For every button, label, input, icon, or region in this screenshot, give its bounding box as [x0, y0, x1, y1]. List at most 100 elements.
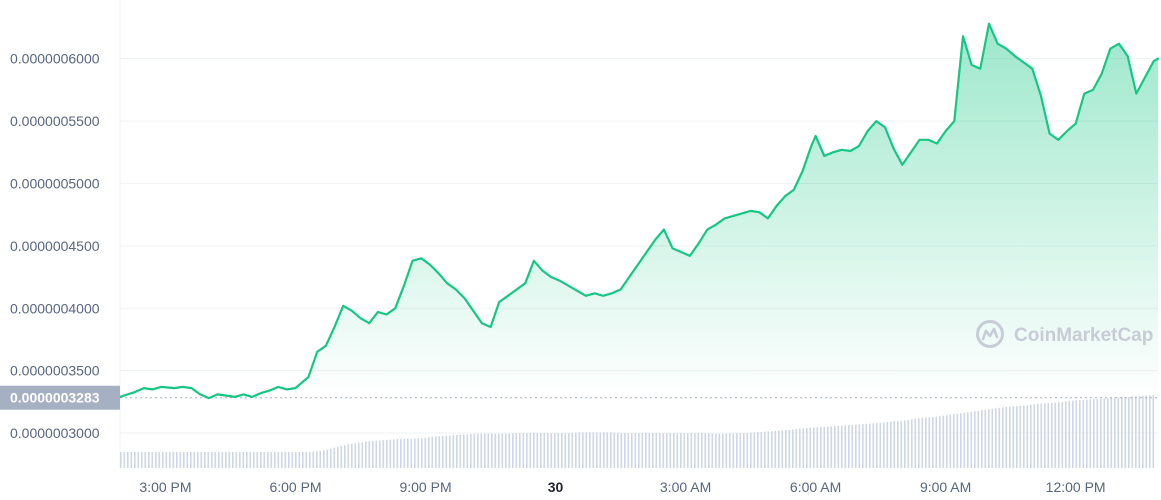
volume-bar	[897, 420, 899, 468]
volume-bar	[561, 432, 563, 468]
volume-bar	[137, 451, 140, 468]
volume-bar	[568, 432, 570, 468]
volume-bar	[725, 433, 728, 468]
volume-bar	[617, 432, 619, 468]
volume-bar	[785, 430, 787, 468]
volume-bar	[242, 451, 245, 468]
volume-bar	[1089, 399, 1092, 468]
volume-bar	[648, 432, 651, 468]
volume-bar	[305, 451, 308, 468]
volume-bar	[505, 433, 507, 468]
price-area	[120, 23, 1158, 399]
y-tick-label: 0.0000005000	[10, 175, 100, 191]
volume-bar	[473, 433, 476, 468]
volume-bar	[221, 451, 224, 468]
y-tick-label: 0.0000006000	[10, 51, 100, 67]
volume-bar	[543, 432, 546, 468]
volume-bar	[270, 451, 273, 468]
x-tick-label: 9:00 AM	[920, 479, 971, 495]
volume-bar	[729, 433, 731, 468]
volume-bar	[900, 420, 903, 468]
volume-bar	[288, 451, 290, 468]
volume-bar	[806, 428, 808, 468]
volume-bar	[260, 451, 262, 468]
volume-bar	[739, 432, 742, 468]
volume-bar	[186, 451, 189, 468]
volume-bar	[239, 451, 241, 468]
volume-bar	[1100, 398, 1102, 468]
volume-bar	[823, 426, 826, 468]
volume-bar	[662, 432, 665, 468]
volume-bar	[515, 433, 518, 468]
volume-bar	[1065, 401, 1067, 468]
volume-bar	[1054, 402, 1057, 468]
volume-bar	[120, 451, 122, 468]
volume-bar	[393, 439, 395, 468]
volume-bar	[410, 438, 413, 468]
volume-bar	[1107, 398, 1109, 468]
volume-bar	[872, 423, 875, 468]
volume-bar	[753, 432, 756, 468]
volume-bar	[207, 451, 210, 468]
volume-bar	[1117, 397, 1120, 468]
volume-bar	[365, 441, 367, 468]
volume-bar	[333, 447, 336, 468]
volume-bar	[1019, 405, 1022, 468]
volume-bar	[883, 422, 885, 468]
volume-bar	[848, 425, 850, 468]
volume-bar	[179, 451, 182, 468]
volume-bar	[1093, 399, 1095, 468]
volume-bar	[652, 432, 654, 468]
volume-bar	[452, 435, 455, 468]
volume-bar	[1037, 403, 1039, 468]
volume-bar	[323, 450, 325, 468]
volume-bar	[256, 451, 259, 468]
volume-bar	[309, 451, 311, 468]
volume-bar	[235, 451, 238, 468]
volume-bar	[1016, 406, 1018, 468]
volume-bar	[564, 432, 567, 468]
volume-bar	[907, 419, 910, 468]
volume-bar	[774, 430, 777, 468]
volume-bar	[795, 428, 798, 468]
volume-bar	[302, 451, 304, 468]
volume-bar	[361, 442, 364, 468]
volume-bar	[316, 451, 318, 468]
volume-bar	[326, 449, 329, 468]
volume-bar	[998, 407, 1001, 468]
volume-bar	[130, 451, 133, 468]
volume-bar	[172, 451, 175, 468]
volume-bar	[417, 438, 420, 468]
volume-bar	[592, 432, 595, 468]
volume-bar	[988, 409, 990, 468]
volume-bar	[435, 436, 437, 468]
volume-bar	[1040, 403, 1043, 468]
volume-bar	[813, 427, 815, 468]
volume-bar	[1061, 401, 1064, 468]
volume-bar	[396, 439, 399, 468]
volume-bar	[431, 436, 434, 468]
volume-bar	[809, 427, 812, 468]
volume-bar	[666, 432, 668, 468]
volume-bar	[932, 417, 934, 468]
volume-bar	[939, 416, 941, 468]
volume-bar	[1138, 395, 1141, 468]
volume-bar	[1009, 406, 1011, 468]
volume-bar	[162, 451, 164, 468]
volume-bar	[442, 435, 444, 468]
volume-bar	[1033, 404, 1036, 468]
volume-bar	[1110, 397, 1113, 468]
volume-bar	[249, 451, 252, 468]
volume-bar	[1149, 395, 1151, 468]
price-line[interactable]	[118, 22, 1160, 400]
volume-bar	[281, 451, 283, 468]
volume-bar	[778, 430, 780, 468]
volume-bar	[1131, 396, 1134, 468]
volume-bar	[127, 451, 129, 468]
current-price-label: 0.0000003283	[10, 390, 100, 406]
volume-bar	[526, 432, 528, 468]
volume-bar	[1142, 395, 1144, 468]
volume-bar	[977, 410, 980, 468]
current-price-badge: 0.0000003283	[0, 385, 120, 410]
